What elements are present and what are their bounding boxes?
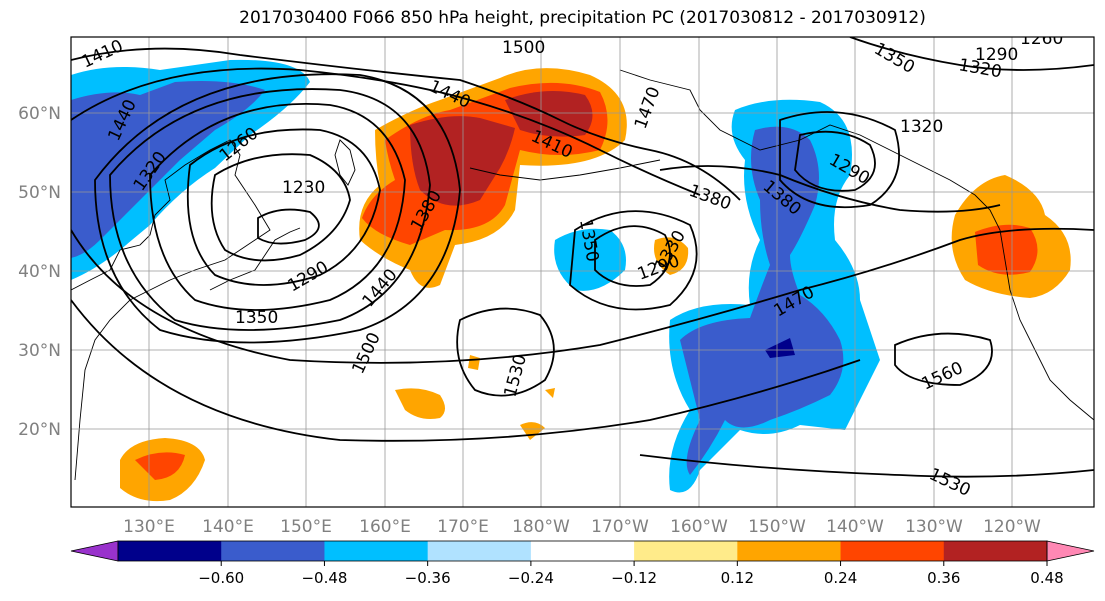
- lat-tick-label: 40°N: [18, 262, 61, 282]
- colorbar-tick-label: 0.12: [721, 569, 754, 587]
- colorbar-segment: [840, 541, 945, 561]
- contour-1320: [149, 103, 406, 311]
- lon-tick-label: 150°W: [748, 517, 806, 537]
- contour-1380-east: [659, 165, 1001, 213]
- contour-1290: [186, 128, 381, 286]
- colorbar-segment: [221, 541, 325, 561]
- colorbar-segment: [530, 541, 635, 561]
- shading-positive-westcoast-core: [975, 224, 1038, 275]
- shading-negative-asia-core: [71, 81, 265, 258]
- contour-1500: [71, 299, 861, 442]
- lat-tick-label: 50°N: [18, 183, 61, 203]
- contour-low-gulf: [794, 130, 876, 192]
- lon-tick-label: 130°W: [905, 517, 963, 537]
- colorbar-tick-label: 0.24: [824, 569, 857, 587]
- shading-positive-south4: [545, 388, 555, 398]
- contour-label: 1350: [235, 308, 278, 328]
- colorbar-tick-label: −0.36: [405, 569, 451, 587]
- contour-ne-arc: [849, 37, 1094, 71]
- coastline-aleutians: [469, 159, 661, 181]
- contour-1260: [210, 153, 351, 262]
- shading-positive-northpacific-core: [410, 116, 515, 206]
- lon-tick-label: 160°W: [670, 517, 728, 537]
- lon-tick-label: 120°W: [983, 517, 1041, 537]
- contour-1350: [109, 88, 431, 331]
- contour-label: 1230: [282, 178, 325, 198]
- lon-tick-label: 140°W: [826, 517, 884, 537]
- contour-1530: [456, 307, 555, 397]
- contour-label: 1500: [502, 38, 545, 58]
- lon-tick-label: 180°W: [512, 517, 570, 537]
- colorbar-segment: [634, 541, 738, 561]
- colorbar-tick-label: 0.36: [927, 569, 960, 587]
- lon-tick-label: 170°E: [437, 517, 489, 537]
- lat-tick-label: 20°N: [18, 420, 61, 440]
- colorbar-tick-label: 0.48: [1030, 569, 1063, 587]
- contour-1440: [71, 67, 701, 196]
- shading-negative-centralpacific: [554, 228, 626, 291]
- contour-1410: [71, 47, 741, 201]
- contour-label: 1320: [900, 117, 943, 137]
- lat-tick-label: 60°N: [18, 104, 61, 124]
- colorbar-segment: [118, 541, 222, 561]
- colorbar-segment: [737, 541, 842, 561]
- contour-1380: [94, 73, 461, 344]
- lon-tick-labels: 130°E 140°E 150°E 160°E 170°E 180°W 170°…: [123, 517, 1041, 537]
- lon-tick-label: 170°W: [591, 517, 649, 537]
- lon-tick-label: 160°E: [359, 517, 411, 537]
- coastline-asia: [71, 139, 271, 481]
- contour-low-central: [594, 225, 671, 287]
- colorbar-tick-label: −0.24: [508, 569, 554, 587]
- lon-tick-label: 130°E: [123, 517, 175, 537]
- colorbar-tick-label: −0.48: [301, 569, 347, 587]
- shading-positive-south3: [520, 422, 545, 440]
- lat-tick-label: 30°N: [18, 341, 61, 361]
- map-frame: [70, 36, 1095, 508]
- shading-positive-southwest-core: [135, 452, 185, 480]
- contour-low-central-2: [569, 210, 698, 311]
- colorbar-segment: [324, 541, 429, 561]
- colorbar-tick-label: −0.60: [198, 569, 244, 587]
- contour-label: 1290: [975, 45, 1018, 65]
- lon-tick-label: 140°E: [202, 517, 254, 537]
- map-title: 2017030400 F066 850 hPa height, precipit…: [239, 8, 926, 28]
- colorbar-extend-high: [1046, 540, 1095, 562]
- coastline-kamchatka: [334, 139, 356, 186]
- contour-1230: [257, 208, 320, 245]
- shading-negative-gulf-darkest: [765, 338, 795, 358]
- contour-1470: [71, 227, 1094, 364]
- height-contours: [71, 37, 1094, 478]
- lat-tick-labels: 60°N 50°N 40°N 30°N 20°N: [18, 104, 61, 440]
- coastline-alaska: [619, 69, 1094, 421]
- contour-label: 1260: [1020, 29, 1063, 49]
- contour-1560: [894, 332, 993, 386]
- colorbar-segment: [427, 541, 532, 561]
- shading-positive-south1: [395, 388, 445, 419]
- contour-low-gulf-2: [779, 111, 900, 209]
- coastlines: [71, 69, 1094, 481]
- lon-tick-label: 150°E: [280, 517, 332, 537]
- colorbar-segment: [943, 541, 1048, 561]
- colorbar-frame: [117, 540, 1048, 562]
- colorbar-extend-low: [70, 540, 119, 562]
- colorbar-tick-label: −0.12: [611, 569, 657, 587]
- contour-1530-south: [639, 454, 1094, 478]
- shading-positive-small: [654, 237, 689, 275]
